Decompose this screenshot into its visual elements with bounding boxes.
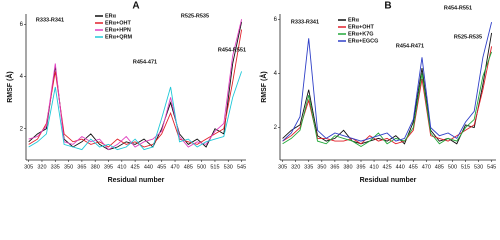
- x-tick-label: 335: [51, 164, 60, 170]
- x-tick-label: 320: [37, 164, 46, 170]
- x-tick-label: 455: [157, 164, 166, 170]
- legend-label: ERα: [105, 13, 117, 19]
- legend-label: ERα+QRM: [105, 34, 132, 40]
- series-line: [28, 29, 243, 148]
- y-tick-label: 2: [274, 125, 278, 131]
- x-axis-label: Residual number: [360, 177, 417, 184]
- legend-label: ERα+OHT: [105, 20, 131, 26]
- x-tick-label: 515: [210, 164, 219, 170]
- series-line: [28, 71, 243, 151]
- x-tick-label: 425: [131, 164, 140, 170]
- annotation: R454-471: [133, 59, 157, 65]
- legend-label: ERα+K7G: [348, 31, 374, 37]
- chart-title: A: [132, 1, 139, 12]
- x-tick-label: 365: [77, 164, 86, 170]
- annotation: R525-R535: [454, 34, 482, 40]
- x-tick-label: 380: [91, 164, 100, 170]
- x-tick-label: 335: [304, 164, 313, 170]
- x-tick-label: 515: [461, 164, 470, 170]
- y-tick-label: 6: [274, 17, 278, 23]
- x-tick-label: 305: [278, 164, 287, 170]
- y-tick-label: 2: [20, 126, 24, 132]
- annotation: R333-R341: [36, 17, 64, 23]
- series-line: [282, 32, 493, 145]
- series-line: [28, 19, 243, 151]
- chart-title: B: [384, 1, 391, 12]
- x-tick-label: 350: [64, 164, 73, 170]
- legend-label: ERα+OHT: [348, 24, 374, 30]
- series-line: [282, 46, 493, 145]
- x-tick-label: 440: [144, 164, 153, 170]
- x-tick-label: 425: [383, 164, 392, 170]
- x-tick-label: 545: [487, 164, 496, 170]
- x-tick-label: 485: [435, 164, 444, 170]
- y-tick-label: 4: [274, 71, 278, 77]
- x-tick-label: 305: [24, 164, 33, 170]
- x-tick-label: 380: [343, 164, 352, 170]
- series-line: [282, 21, 493, 142]
- x-tick-label: 395: [104, 164, 113, 170]
- x-tick-label: 440: [396, 164, 405, 170]
- annotation: R525-R535: [181, 13, 209, 19]
- y-tick-label: 4: [20, 74, 24, 80]
- x-tick-label: 530: [474, 164, 483, 170]
- legend-label: ERα+HPN: [105, 27, 131, 33]
- x-tick-label: 470: [170, 164, 179, 170]
- x-tick-label: 545: [237, 164, 246, 170]
- x-tick-label: 350: [317, 164, 326, 170]
- x-tick-label: 455: [409, 164, 418, 170]
- annotation: R454-R551: [444, 5, 472, 11]
- x-tick-label: 320: [291, 164, 300, 170]
- series-line: [282, 51, 493, 148]
- annotation: R333-R341: [291, 19, 319, 25]
- legend-label: ERα: [348, 17, 360, 23]
- x-tick-label: 470: [422, 164, 431, 170]
- x-tick-label: 410: [369, 164, 378, 170]
- y-axis-label: RMSF (Å): [5, 71, 14, 103]
- x-tick-label: 395: [356, 164, 365, 170]
- figure: A 2 4 6 305 320 335 350 365 380 395 410 425 440 455 470…: [5, 1, 496, 184]
- x-tick-label: 500: [448, 164, 457, 170]
- annotation: R454-R471: [396, 43, 424, 49]
- x-axis-label: Residual number: [108, 177, 165, 184]
- legend-label: ERα+EGCG: [348, 38, 378, 44]
- x-tick-label: 365: [330, 164, 339, 170]
- x-tick-label: 530: [224, 164, 233, 170]
- x-tick-label: 485: [184, 164, 193, 170]
- series-line: [28, 21, 243, 151]
- y-axis-label: RMSF (Å): [259, 71, 268, 103]
- annotation: R454-R551: [218, 47, 246, 53]
- x-tick-label: 500: [197, 164, 206, 170]
- y-tick-label: 6: [20, 22, 24, 28]
- x-tick-label: 410: [117, 164, 126, 170]
